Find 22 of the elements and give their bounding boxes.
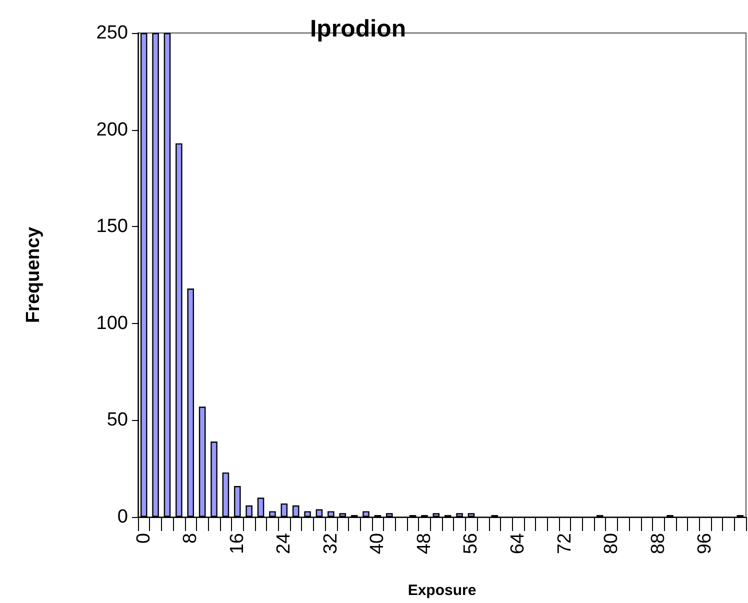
y-tick-label: 50 — [106, 410, 128, 431]
x-tick-label: 8 — [180, 533, 202, 544]
y-tick-label: 150 — [96, 216, 128, 238]
y-tick-label: 0 — [117, 506, 128, 528]
x-tick-label: 80 — [601, 533, 622, 554]
chart-title: Iprodion — [310, 16, 406, 42]
x-tick-label: 16 — [226, 533, 248, 554]
y-tick-label: 250 — [96, 22, 128, 44]
x-tick-label: 88 — [648, 533, 669, 554]
x-axis-title: Exposure — [408, 582, 476, 599]
y-axis-title: Frequency — [23, 226, 44, 324]
x-tick-label: 56 — [460, 533, 482, 554]
x-tick-label: 64 — [508, 532, 528, 554]
y-tick-label: 100 — [96, 312, 128, 334]
x-tick-label: 24 — [274, 532, 295, 554]
x-tick-label: 48 — [414, 533, 435, 554]
x-tick-label: 0 — [133, 533, 154, 544]
x-tick-label: 32 — [320, 533, 342, 554]
x-tick-label: 72 — [554, 533, 576, 554]
x-tick-label: 40 — [367, 533, 388, 554]
x-tick-label: 96 — [694, 533, 716, 554]
y-tick-label: 200 — [96, 119, 128, 140]
